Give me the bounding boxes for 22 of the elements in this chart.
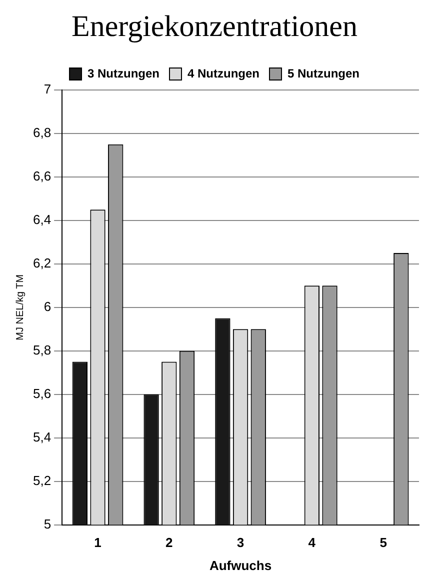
legend-label: 4 Nutzungen: [188, 66, 260, 80]
x-axis-title: Aufwuchs: [209, 558, 272, 573]
chart-title: Energiekonzentrationen: [72, 10, 358, 43]
x-tick-label: 1: [94, 535, 102, 550]
x-tick-label: 5: [380, 535, 387, 550]
y-tick-label: 6,6: [32, 168, 52, 184]
y-tick-label: 6,8: [32, 125, 52, 140]
x-tick-label: 2: [166, 535, 173, 550]
legend-label: 5 Nutzungen: [287, 66, 360, 80]
y-tick-label: 7: [44, 82, 52, 97]
y-tick-label: 6: [44, 298, 52, 314]
x-tick-label: 3: [236, 535, 244, 550]
y-tick-label: 5,2: [32, 472, 52, 488]
x-tick-label: 4: [308, 535, 316, 550]
y-axis-title: MJ NEL/kg TM: [14, 274, 26, 340]
y-tick-label: 5,4: [32, 429, 52, 444]
y-tick-label: 5,8: [32, 342, 52, 358]
y-tick-label: 6,2: [32, 256, 52, 270]
y-tick-label: 5,6: [32, 386, 52, 401]
y-tick-label: 5: [44, 516, 52, 532]
legend-label: 3 Nutzungen: [88, 66, 160, 80]
y-tick-label: 6,4: [32, 212, 52, 228]
